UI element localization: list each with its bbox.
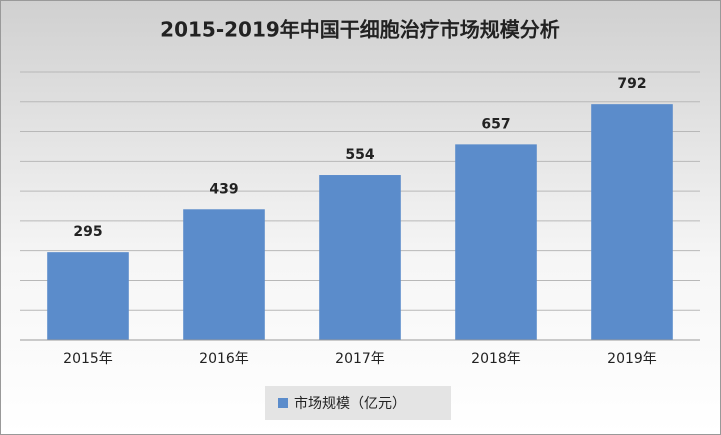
bar bbox=[319, 175, 401, 340]
value-label: 295 bbox=[73, 224, 102, 240]
value-label: 657 bbox=[481, 116, 510, 132]
bar bbox=[47, 252, 129, 340]
x-tick-label: 2015年 bbox=[63, 351, 113, 367]
bar bbox=[183, 209, 265, 340]
legend-label: 市场规模（亿元） bbox=[294, 395, 406, 412]
value-label: 439 bbox=[209, 181, 238, 197]
x-tick-label: 2017年 bbox=[335, 351, 385, 367]
legend-marker bbox=[278, 398, 288, 408]
x-tick-label: 2018年 bbox=[471, 351, 521, 367]
bar bbox=[455, 144, 537, 340]
x-tick-label: 2016年 bbox=[199, 351, 249, 367]
chart-title: 2015-2019年中国干细胞治疗市场规模分析 bbox=[160, 18, 560, 42]
legend-box bbox=[265, 386, 451, 420]
value-label: 554 bbox=[345, 147, 374, 163]
value-label: 792 bbox=[617, 76, 646, 92]
x-tick-label: 2019年 bbox=[607, 351, 657, 367]
bar bbox=[591, 104, 673, 340]
